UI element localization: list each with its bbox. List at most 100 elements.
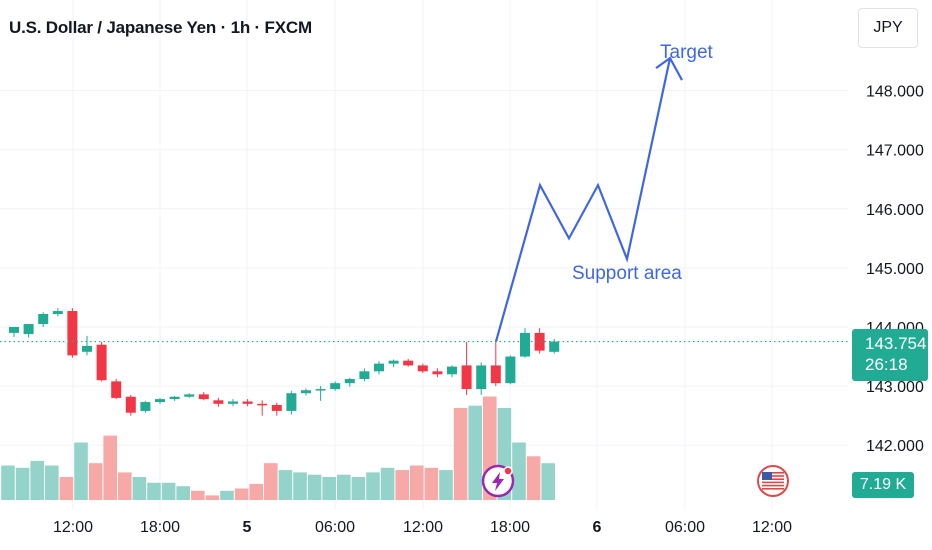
candle (490, 340, 501, 387)
candle (388, 359, 399, 368)
bar-countdown: 26:18 (865, 355, 908, 374)
candle (9, 327, 19, 338)
candle (505, 355, 516, 385)
candle (476, 362, 487, 395)
candle-body (286, 393, 297, 411)
price-tick-label: 147.000 (866, 143, 924, 160)
candle-body (417, 365, 428, 372)
candle-body (374, 363, 384, 372)
event-dot (503, 466, 513, 476)
flag-ring (757, 465, 789, 497)
volume-bar (453, 408, 468, 500)
candle-body (155, 399, 165, 403)
candle-body (315, 389, 326, 391)
candle (67, 308, 78, 358)
time-tick-label: 12:00 (53, 519, 93, 536)
candles (9, 308, 560, 416)
volume-bar (410, 465, 424, 500)
last-price-badge: 143.754 26:18 (852, 329, 928, 381)
candle-body (403, 360, 414, 366)
flag-stripe (762, 472, 784, 474)
volume-bar (307, 474, 322, 500)
candle-body (96, 344, 107, 381)
volume-bar (424, 467, 439, 500)
candle (286, 390, 297, 415)
price-tick-label: 146.000 (866, 202, 924, 219)
volume-bar (351, 477, 366, 500)
volume-bar (512, 442, 526, 500)
volume-bar (337, 474, 351, 500)
support-area-label: Support area (572, 263, 682, 284)
us-flag-icon[interactable] (757, 465, 789, 497)
time-tick-label: 5 (243, 519, 252, 536)
candle (359, 368, 370, 382)
candle-body (432, 371, 443, 375)
candle (96, 341, 107, 382)
currency-button[interactable]: JPY (858, 8, 918, 48)
target-arrowhead (655, 56, 683, 81)
candle (330, 381, 341, 391)
candle-body (242, 401, 253, 404)
candle-body (140, 402, 151, 411)
volume-bar (205, 495, 220, 500)
lightning-event-icon[interactable] (481, 464, 515, 498)
candle (213, 397, 224, 407)
candle (111, 379, 122, 400)
time-tick-label: 18:00 (490, 519, 530, 536)
price-tick-label: 143.000 (866, 379, 924, 396)
volume-bar (439, 470, 453, 500)
candle-body (271, 405, 282, 411)
last-price-value: 143.754 (865, 334, 927, 353)
time-tick-label: 06:00 (315, 519, 355, 536)
volume-bars (1, 396, 555, 500)
candle-body (23, 324, 34, 335)
candle (447, 365, 457, 378)
candle-body (169, 396, 180, 400)
grid-lines (0, 0, 848, 510)
volume-bar (278, 470, 293, 500)
candle (534, 328, 545, 354)
price-axis: 142.000143.000144.000145.000146.000147.0… (866, 84, 924, 456)
candle (140, 400, 151, 413)
flag-stripe (762, 475, 784, 477)
volume-bar (30, 460, 44, 500)
volume-bar (15, 467, 30, 500)
candle (38, 312, 49, 327)
candle (198, 392, 209, 401)
volume-bar (74, 442, 88, 500)
candle (52, 308, 63, 317)
volume-bar (322, 477, 336, 500)
chart-title: U.S. Dollar / Japanese Yen · 1h · FXCM (9, 18, 312, 37)
candle-body (67, 311, 78, 356)
candle-body (505, 356, 516, 384)
volume-bar (366, 472, 380, 500)
candle (169, 396, 180, 401)
volume-bar (293, 472, 307, 500)
volume-bar (88, 463, 103, 500)
volume-bar (234, 488, 249, 500)
time-tick-label: 12:00 (752, 519, 792, 536)
volume-bar (103, 435, 117, 500)
candle (155, 397, 165, 404)
candle (417, 363, 428, 374)
candle (125, 394, 136, 416)
candle-body (125, 396, 136, 413)
flag-canton (762, 472, 772, 480)
candle (344, 377, 355, 387)
volume-bar (264, 463, 278, 500)
candle (432, 368, 443, 378)
candle (242, 399, 253, 407)
volume-bar (220, 490, 234, 500)
volume-bar (468, 405, 482, 500)
candle-body (82, 345, 92, 352)
candle-body (359, 371, 370, 380)
candle (461, 341, 472, 395)
volume-bar (118, 472, 132, 500)
candle (301, 388, 311, 396)
time-tick-label: 18:00 (140, 519, 180, 536)
candle-body (38, 313, 49, 325)
candle-body (52, 311, 63, 314)
volume-bar (161, 482, 176, 500)
time-tick-label: 12:00 (403, 519, 443, 536)
